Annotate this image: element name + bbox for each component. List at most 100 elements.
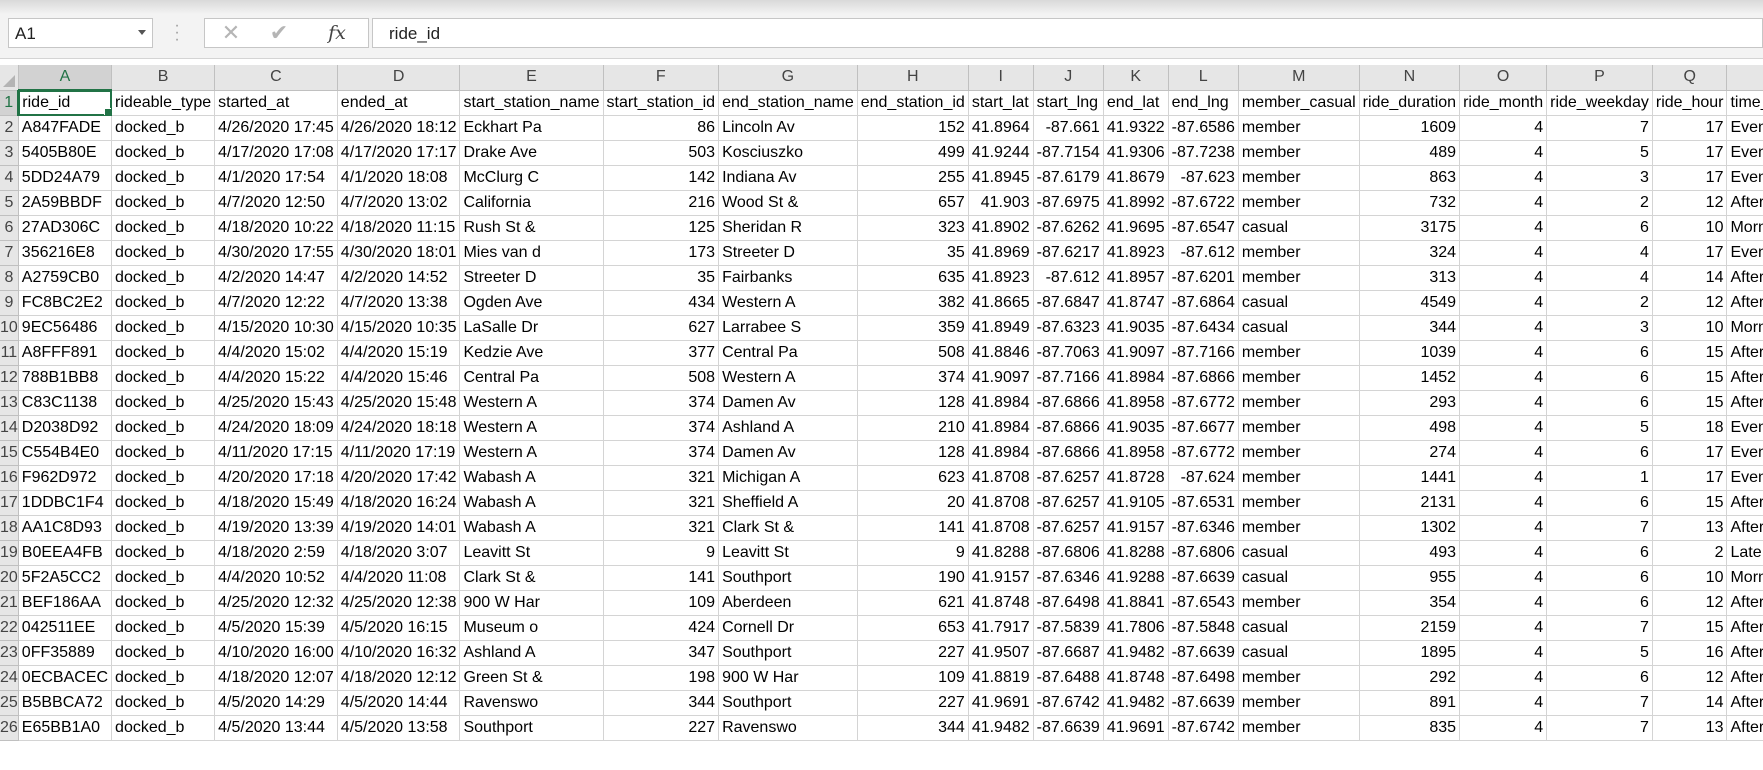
cell[interactable]: -87.6772 xyxy=(1168,390,1239,416)
cell[interactable]: time_of_day xyxy=(1726,90,1763,116)
cell[interactable]: Afternoon xyxy=(1726,690,1763,716)
cell[interactable]: 41.8665 xyxy=(968,290,1034,316)
cell[interactable]: -87.6543 xyxy=(1168,590,1239,616)
cell[interactable]: 4 xyxy=(1459,190,1548,216)
cell[interactable]: 4 xyxy=(1459,440,1548,466)
cell[interactable]: 10 xyxy=(1652,565,1728,591)
cell[interactable]: 41.8747 xyxy=(1103,290,1169,316)
cell[interactable]: docked_b xyxy=(111,265,216,291)
cell[interactable]: 4/4/2020 15:46 xyxy=(337,365,461,391)
cell[interactable]: 4 xyxy=(1459,415,1548,441)
row-header[interactable]: 17 xyxy=(0,490,19,516)
cell[interactable]: docked_b xyxy=(111,415,216,441)
cell[interactable]: start_lng xyxy=(1033,90,1104,116)
cell[interactable]: 109 xyxy=(857,665,969,691)
cell[interactable]: docked_b xyxy=(111,515,216,541)
cell[interactable]: 10 xyxy=(1652,315,1728,341)
row-header[interactable]: 7 xyxy=(0,240,19,266)
row-header[interactable]: 15 xyxy=(0,440,19,466)
cell[interactable]: 41.9306 xyxy=(1103,140,1169,166)
cell[interactable]: 4/2/2020 14:52 xyxy=(337,265,461,291)
cell[interactable]: 4/4/2020 11:08 xyxy=(337,565,461,591)
cell[interactable]: -87.7166 xyxy=(1033,365,1104,391)
formula-input[interactable]: ride_id xyxy=(372,18,1763,48)
cell[interactable]: -87.6677 xyxy=(1168,415,1239,441)
cell[interactable]: Afternoon xyxy=(1726,590,1763,616)
cell[interactable]: -87.6847 xyxy=(1033,290,1104,316)
column-header[interactable]: R xyxy=(1726,65,1763,91)
cell[interactable]: -87.6217 xyxy=(1033,240,1104,266)
cell[interactable]: 1441 xyxy=(1359,465,1461,491)
cell[interactable]: Evening xyxy=(1726,240,1763,266)
cell[interactable]: 292 xyxy=(1359,665,1461,691)
cell[interactable]: 41.8841 xyxy=(1103,590,1169,616)
cell[interactable]: 6 xyxy=(1546,440,1653,466)
cell[interactable]: 835 xyxy=(1359,715,1461,741)
cell[interactable]: ride_duration xyxy=(1359,90,1461,116)
cell[interactable]: Leavitt St xyxy=(718,540,858,566)
cell[interactable]: -87.612 xyxy=(1168,240,1239,266)
cell[interactable]: 14 xyxy=(1652,265,1728,291)
cell[interactable]: 900 W Har xyxy=(459,590,604,616)
cell[interactable]: Damen Av xyxy=(718,390,858,416)
cell[interactable]: 374 xyxy=(603,415,720,441)
cell[interactable]: 41.9244 xyxy=(968,140,1034,166)
cell[interactable]: Kosciuszko xyxy=(718,140,858,166)
cell[interactable]: 173 xyxy=(603,240,720,266)
cell[interactable]: -87.6639 xyxy=(1033,715,1104,741)
cell[interactable]: -87.6257 xyxy=(1033,490,1104,516)
cell[interactable]: Western A xyxy=(718,365,858,391)
cell[interactable]: -87.612 xyxy=(1033,265,1104,291)
cell[interactable]: Evening xyxy=(1726,140,1763,166)
cell[interactable]: 41.903 xyxy=(968,190,1034,216)
cell[interactable]: 4/17/2020 17:17 xyxy=(337,140,461,166)
cell[interactable]: end_station_id xyxy=(857,90,969,116)
cell[interactable]: 042511EE xyxy=(18,615,113,641)
cell[interactable]: Southport xyxy=(459,715,604,741)
column-header[interactable]: P xyxy=(1546,65,1653,91)
name-box[interactable]: A1 xyxy=(8,18,153,48)
cell[interactable]: 623 xyxy=(857,465,969,491)
cell[interactable]: docked_b xyxy=(111,490,216,516)
cell[interactable]: Ashland A xyxy=(718,415,858,441)
cell[interactable]: Evening xyxy=(1726,440,1763,466)
cell[interactable]: Late Night xyxy=(1726,540,1763,566)
cell[interactable]: A8FFF891 xyxy=(18,340,113,366)
cell[interactable]: 4 xyxy=(1459,365,1548,391)
cell[interactable]: 41.9097 xyxy=(968,365,1034,391)
cell[interactable]: 41.9691 xyxy=(968,690,1034,716)
cell[interactable]: -87.6639 xyxy=(1168,565,1239,591)
cell[interactable]: 1DDBC1F4 xyxy=(18,490,113,516)
row-header[interactable]: 10 xyxy=(0,315,19,341)
cell[interactable]: D2038D92 xyxy=(18,415,113,441)
cell[interactable]: 374 xyxy=(603,390,720,416)
cell[interactable]: rideable_type xyxy=(111,90,216,116)
cell[interactable]: E65BB1A0 xyxy=(18,715,113,741)
cell[interactable]: 4 xyxy=(1459,590,1548,616)
row-header[interactable]: 18 xyxy=(0,515,19,541)
cell[interactable]: 41.8708 xyxy=(968,465,1034,491)
column-header[interactable]: H xyxy=(857,65,969,91)
cell[interactable]: 41.9482 xyxy=(1103,640,1169,666)
cell[interactable]: 7 xyxy=(1546,515,1653,541)
chevron-down-icon[interactable] xyxy=(138,30,146,35)
cell[interactable]: 6 xyxy=(1546,540,1653,566)
cancel-icon[interactable]: ✕ xyxy=(221,20,241,45)
cell[interactable]: 359 xyxy=(857,315,969,341)
cell[interactable]: Afternoon xyxy=(1726,290,1763,316)
cell[interactable]: 255 xyxy=(857,165,969,191)
cell[interactable]: 41.8846 xyxy=(968,340,1034,366)
cell[interactable]: 508 xyxy=(603,365,720,391)
cell[interactable]: 41.9035 xyxy=(1103,415,1169,441)
cell[interactable]: -87.6806 xyxy=(1033,540,1104,566)
cell[interactable]: Drake Ave xyxy=(459,140,604,166)
cell[interactable]: 41.8923 xyxy=(968,265,1034,291)
cell[interactable]: 621 xyxy=(857,590,969,616)
cell[interactable]: member xyxy=(1238,190,1360,216)
row-header[interactable]: 12 xyxy=(0,365,19,391)
cell[interactable]: 4 xyxy=(1459,490,1548,516)
cell[interactable]: 17 xyxy=(1652,115,1728,141)
cell[interactable]: -87.6262 xyxy=(1033,215,1104,241)
cell[interactable]: Evening xyxy=(1726,415,1763,441)
cell[interactable]: 41.8945 xyxy=(968,165,1034,191)
